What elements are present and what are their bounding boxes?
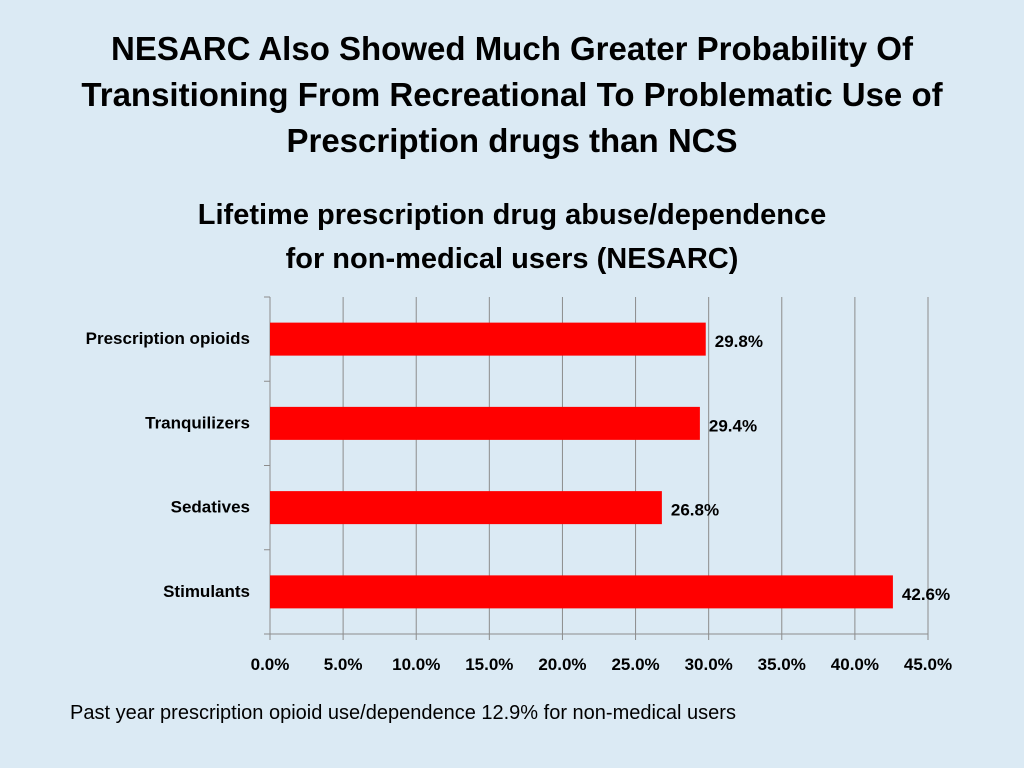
data-label: 29.8% bbox=[715, 332, 763, 351]
x-tick-label: 0.0% bbox=[251, 655, 290, 674]
x-tick-label: 30.0% bbox=[685, 655, 733, 674]
x-tick-label: 15.0% bbox=[465, 655, 513, 674]
chart-title-line-1: Lifetime prescription drug abuse/depende… bbox=[197, 199, 827, 231]
category-label: Sedatives bbox=[171, 498, 250, 517]
x-tick-label: 5.0% bbox=[324, 655, 363, 674]
x-tick-label: 35.0% bbox=[758, 655, 806, 674]
chart-title: Lifetime prescription drug abuse/depende… bbox=[60, 193, 964, 281]
bar bbox=[270, 575, 893, 609]
slide-title-line-2: Transitioning From Recreational To Probl… bbox=[81, 76, 943, 113]
slide-title: NESARC Also Showed Much Greater Probabil… bbox=[40, 26, 984, 164]
chart-title-line-2: for non-medical users (NESARC) bbox=[285, 243, 739, 275]
category-label: Stimulants bbox=[163, 582, 250, 601]
slide-title-line-1: NESARC Also Showed Much Greater Probabil… bbox=[111, 30, 913, 67]
slide-title-line-3: Prescription drugs than NCS bbox=[286, 122, 738, 159]
x-tick-label: 10.0% bbox=[392, 655, 440, 674]
data-label: 42.6% bbox=[902, 585, 950, 604]
category-label: Prescription opioids bbox=[86, 329, 250, 348]
data-label: 29.4% bbox=[709, 416, 757, 435]
x-tick-label: 40.0% bbox=[831, 655, 879, 674]
bar bbox=[270, 406, 700, 440]
data-label: 26.8% bbox=[671, 501, 719, 520]
x-tick-label: 20.0% bbox=[538, 655, 586, 674]
category-label: Tranquilizers bbox=[145, 413, 250, 432]
x-tick-label: 25.0% bbox=[611, 655, 659, 674]
footnote: Past year prescription opioid use/depend… bbox=[70, 702, 736, 724]
x-tick-label: 45.0% bbox=[904, 655, 952, 674]
bar bbox=[270, 491, 662, 525]
bar bbox=[270, 322, 706, 356]
